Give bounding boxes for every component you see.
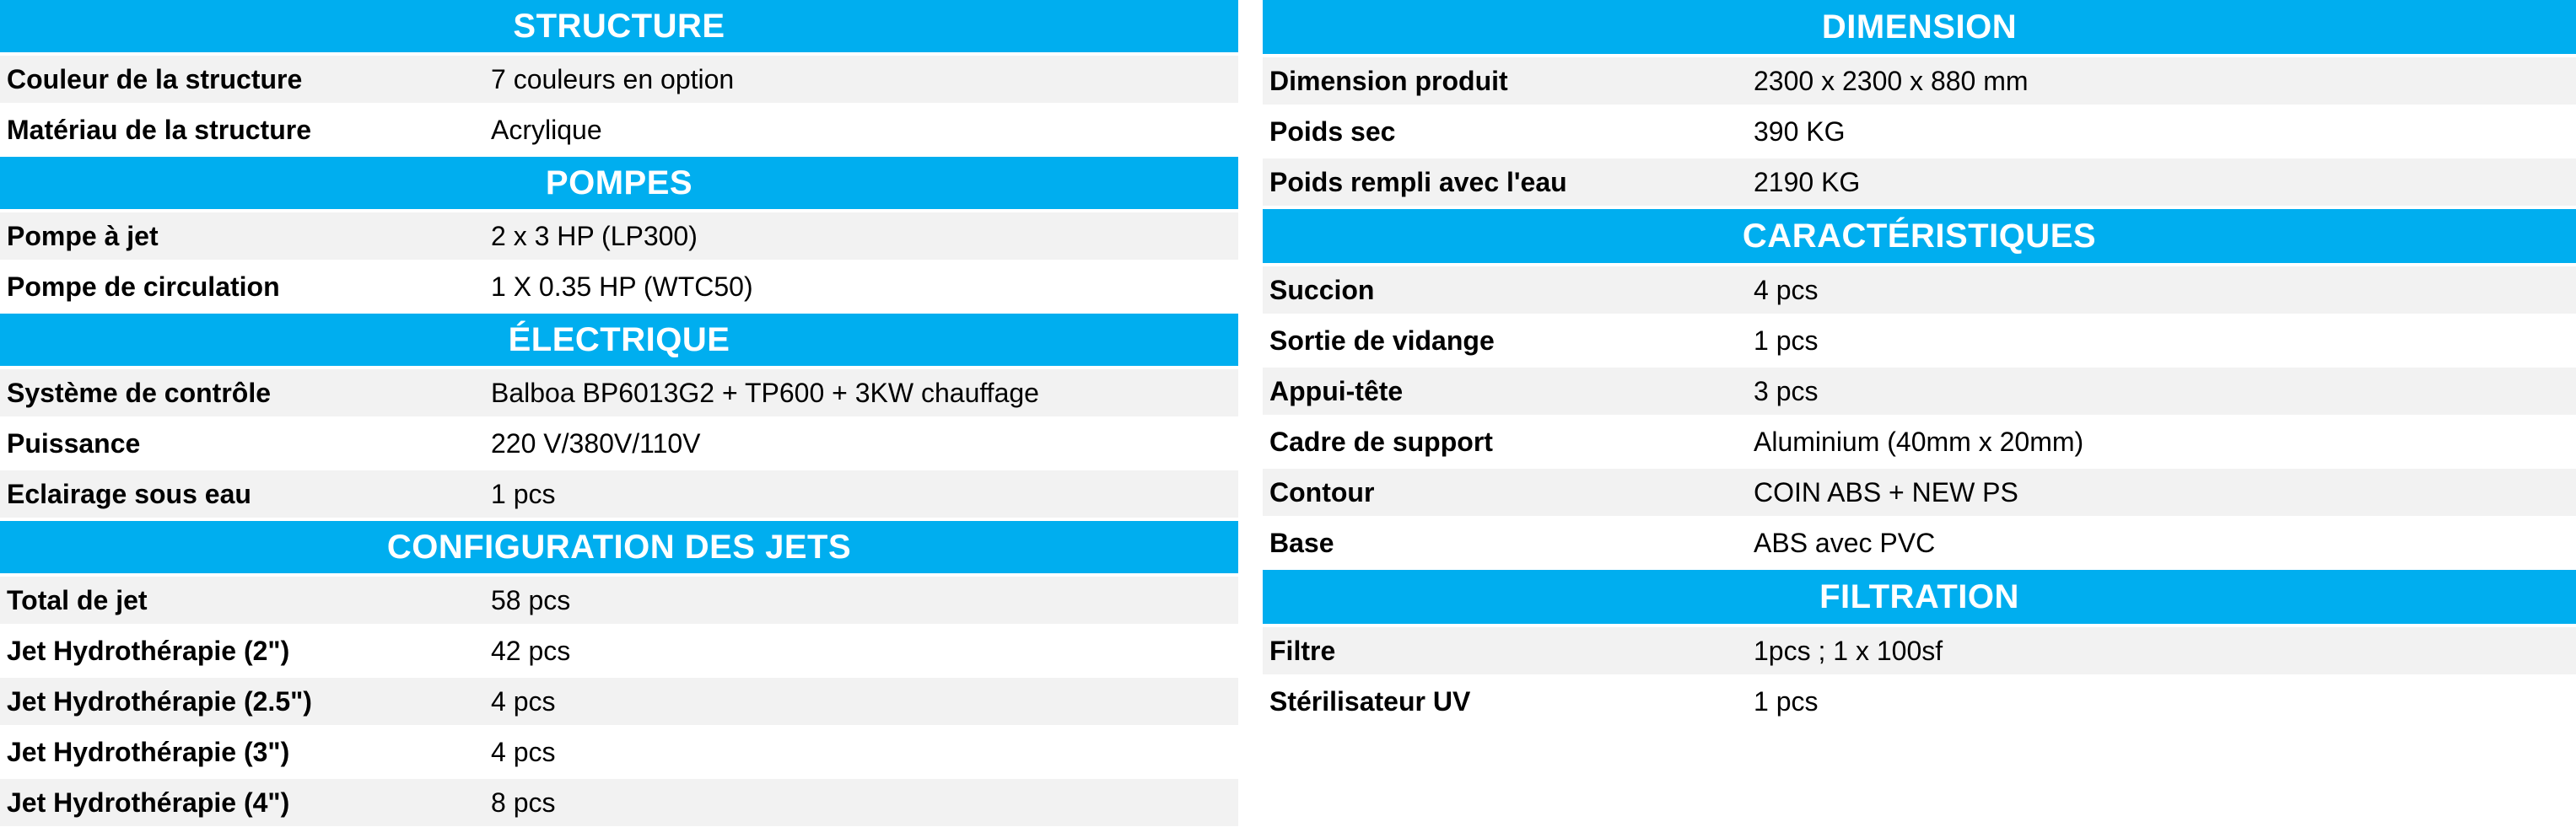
spec-value: Balboa BP6013G2 + TP600 + 3KW chauffage: [491, 377, 1039, 408]
spec-label: Couleur de la structure: [7, 63, 303, 94]
spec-label: Appui-tête: [1269, 375, 1404, 406]
section-title: DIMENSION: [1821, 8, 2018, 46]
section-header: CONFIGURATION DES JETS: [0, 521, 1238, 577]
spec-row: Jet Hydrothérapie (2") 42 pcs: [0, 627, 1238, 678]
section-title: POMPES: [545, 164, 693, 201]
spec-row: Appui-tête 3 pcs: [1263, 368, 2576, 418]
section-header: FILTRATION: [1263, 570, 2576, 627]
spec-label: Contour: [1269, 476, 1375, 507]
section-header: STRUCTURE: [0, 0, 1238, 56]
spec-label: Jet Hydrothérapie (3"): [7, 736, 290, 767]
spec-label: Poids sec: [1269, 115, 1396, 147]
spec-label: Matériau de la structure: [7, 114, 311, 145]
spec-value: ABS avec PVC: [1754, 527, 1936, 558]
spec-value: 2300 x 2300 x 880 mm: [1754, 65, 2029, 96]
spec-row: Jet Hydrothérapie (4") 8 pcs: [0, 779, 1238, 827]
spec-value: 2190 KG: [1754, 166, 1861, 197]
spec-row: Jet Hydrothérapie (3") 4 pcs: [0, 728, 1238, 779]
spec-value: 8 pcs: [491, 787, 556, 818]
spec-row: Couleur de la structure 7 couleurs en opt…: [0, 56, 1238, 106]
spec-value: 42 pcs: [491, 635, 571, 666]
section-title: CARACTÉRISTIQUES: [1742, 217, 2097, 255]
spec-label: Pompe de circulation: [7, 271, 280, 302]
spec-value: 3 pcs: [1754, 375, 1819, 406]
spec-label: Dimension produit: [1269, 65, 1508, 96]
spec-row: Sortie de vidange 1 pcs: [1263, 317, 2576, 368]
spec-value: 390 KG: [1754, 115, 1846, 147]
section-header: POMPES: [0, 157, 1238, 212]
spec-label: Base: [1269, 527, 1334, 558]
section-title: CONFIGURATION DES JETS: [386, 528, 852, 566]
spec-row: Dimension produit 2300 x 2300 x 880 mm: [1263, 57, 2576, 108]
spec-value: Acrylique: [491, 114, 602, 145]
spec-value: 1 pcs: [1754, 685, 1819, 717]
spec-value: 4 pcs: [1754, 274, 1819, 305]
spec-label: Poids rempli avec l'eau: [1269, 166, 1567, 197]
spec-value: 2 x 3 HP (LP300): [491, 220, 698, 251]
section-header: DIMENSION: [1263, 0, 2576, 57]
section-title: STRUCTURE: [513, 7, 725, 45]
section-header: CARACTÉRISTIQUES: [1263, 209, 2576, 266]
spec-label: Cadre de support: [1269, 426, 1493, 457]
spec-value: 1 pcs: [1754, 325, 1819, 356]
spec-value: 1pcs ; 1 x 100sf: [1754, 635, 1943, 666]
spec-row: Filtre 1pcs ; 1 x 100sf: [1263, 627, 2576, 678]
spec-row: Cadre de support Aluminium (40mm x 20mm): [1263, 418, 2576, 469]
spec-row: Puissance 220 V/380V/110V: [0, 420, 1238, 470]
spec-label: Jet Hydrothérapie (2.5"): [7, 685, 312, 717]
spec-row: Eclairage sous eau 1 pcs: [0, 470, 1238, 521]
spec-row: Pompe de circulation 1 X 0.35 HP (WTC50): [0, 263, 1238, 314]
spec-row: Total de jet 58 pcs: [0, 577, 1238, 627]
spec-label: Jet Hydrothérapie (2"): [7, 635, 290, 666]
spec-value: 1 pcs: [491, 478, 556, 509]
spec-label: Total de jet: [7, 584, 148, 615]
spec-label: Eclairage sous eau: [7, 478, 251, 509]
spec-row: Poids sec 390 KG: [1263, 108, 2576, 158]
spec-label: Sortie de vidange: [1269, 325, 1495, 356]
spec-value: 7 couleurs en option: [491, 63, 735, 94]
spec-row: Système de contrôle Balboa BP6013G2 + TP6…: [0, 369, 1238, 420]
spec-value: 1 X 0.35 HP (WTC50): [491, 271, 753, 302]
spec-row: Succion 4 pcs: [1263, 266, 2576, 317]
spec-label: Filtre: [1269, 635, 1336, 666]
spec-row: Stérilisateur UV 1 pcs: [1263, 678, 2576, 728]
spec-value: 4 pcs: [491, 685, 556, 717]
spec-table-left: STRUCTURE Couleur de la structure 7 couleu…: [0, 0, 1238, 827]
spec-label: Succion: [1269, 274, 1375, 305]
spec-value: 220 V/380V/110V: [491, 427, 701, 459]
spec-row: Base ABS avec PVC: [1263, 519, 2576, 570]
spec-value: 58 pcs: [491, 584, 571, 615]
spec-label: Jet Hydrothérapie (4"): [7, 787, 290, 818]
spec-row: Jet Hydrothérapie (2.5") 4 pcs: [0, 678, 1238, 728]
spec-label: Stérilisateur UV: [1269, 685, 1471, 717]
spec-row: Pompe à jet 2 x 3 HP (LP300): [0, 212, 1238, 263]
spec-row: Matériau de la structure Acrylique: [0, 106, 1238, 157]
spec-value: 4 pcs: [491, 736, 556, 767]
spec-label: Système de contrôle: [7, 377, 271, 408]
spec-label: Puissance: [7, 427, 141, 459]
section-header: ÉLECTRIQUE: [0, 314, 1238, 369]
spec-label: Pompe à jet: [7, 220, 159, 251]
spec-value: COIN ABS + NEW PS: [1754, 476, 2018, 507]
spec-table-right: DIMENSION Dimension produit 2300 x 2300 x …: [1263, 0, 2576, 728]
section-title: FILTRATION: [1819, 577, 2019, 615]
spec-row: Contour COIN ABS + NEW PS: [1263, 469, 2576, 519]
section-title: ÉLECTRIQUE: [508, 320, 730, 358]
spec-row: Poids rempli avec l'eau 2190 KG: [1263, 158, 2576, 209]
spec-value: Aluminium (40mm x 20mm): [1754, 426, 2084, 457]
